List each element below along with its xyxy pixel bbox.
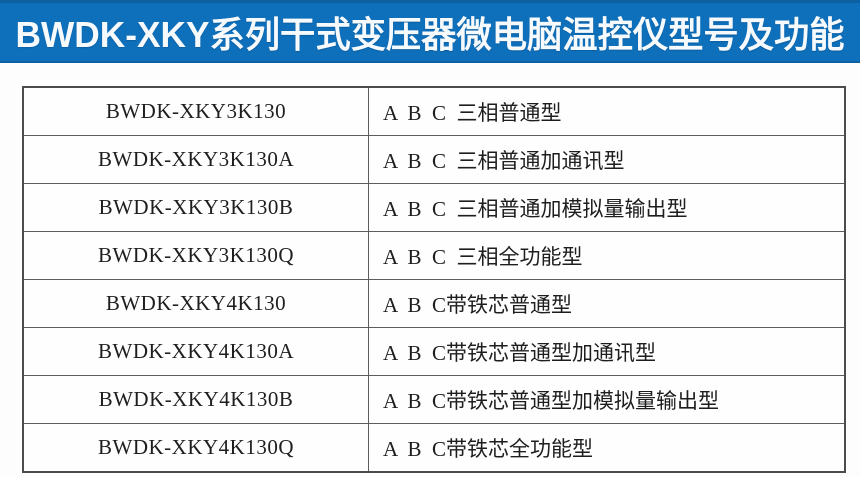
function-cell: A B C 三相普通型 xyxy=(368,86,846,136)
model-cell: BWDK-XKY3K130Q xyxy=(22,231,369,280)
model-cell: BWDK-XKY4K130Q xyxy=(22,423,369,473)
function-cell: A B C 三相普通加模拟量输出型 xyxy=(368,183,846,232)
function-cell: A B C带铁芯普通型 xyxy=(368,279,846,328)
model-cell: BWDK-XKY3K130 xyxy=(22,86,369,136)
model-cell: BWDK-XKY4K130B xyxy=(22,375,369,424)
page-title: BWDK-XKY系列干式变压器微电脑温控仪型号及功能 xyxy=(15,13,845,55)
table-row: BWDK-XKY3K130 A B C 三相普通型 xyxy=(22,86,846,136)
function-cell: A B C带铁芯普通型加模拟量输出型 xyxy=(368,375,846,424)
function-cell: A B C 三相全功能型 xyxy=(368,231,846,280)
table-row: BWDK-XKY3K130Q A B C 三相全功能型 xyxy=(22,231,846,280)
table-row: BWDK-XKY4K130Q A B C带铁芯全功能型 xyxy=(22,423,846,473)
model-cell: BWDK-XKY3K130A xyxy=(22,135,369,184)
model-cell: BWDK-XKY4K130 xyxy=(22,279,369,328)
function-cell: A B C 三相普通加通讯型 xyxy=(368,135,846,184)
function-cell: A B C带铁芯普通型加通讯型 xyxy=(368,327,846,376)
model-cell: BWDK-XKY3K130B xyxy=(22,183,369,232)
table-row: BWDK-XKY4K130A A B C带铁芯普通型加通讯型 xyxy=(22,327,846,376)
function-cell: A B C带铁芯全功能型 xyxy=(368,423,846,473)
model-function-table: BWDK-XKY3K130 A B C 三相普通型 BWDK-XKY3K130A… xyxy=(22,86,846,473)
table-row: BWDK-XKY4K130 A B C带铁芯普通型 xyxy=(22,279,846,328)
table-row: BWDK-XKY4K130B A B C带铁芯普通型加模拟量输出型 xyxy=(22,375,846,424)
model-cell: BWDK-XKY4K130A xyxy=(22,327,369,376)
title-banner: BWDK-XKY系列干式变压器微电脑温控仪型号及功能 xyxy=(0,0,860,63)
table-row: BWDK-XKY3K130A A B C 三相普通加通讯型 xyxy=(22,135,846,184)
table-row: BWDK-XKY3K130B A B C 三相普通加模拟量输出型 xyxy=(22,183,846,232)
